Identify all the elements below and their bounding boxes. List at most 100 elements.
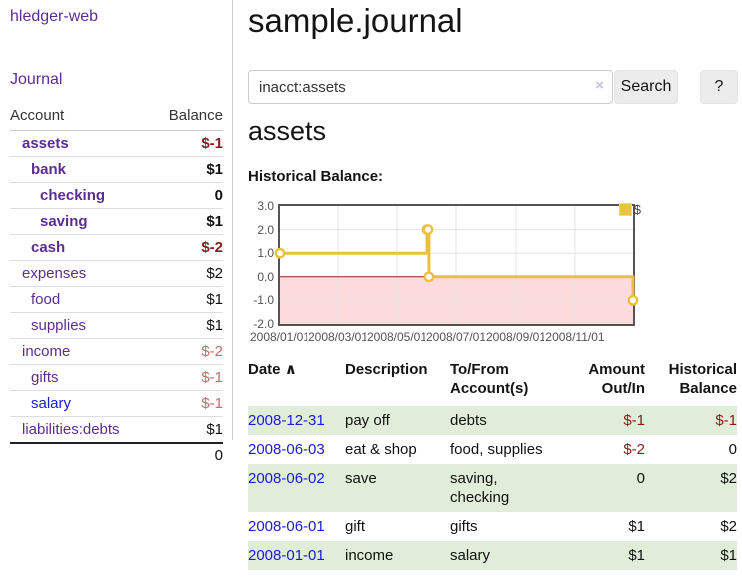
chart-title: Historical Balance: — [248, 168, 384, 185]
account-link-food[interactable]: food — [31, 291, 61, 308]
x-axis-tick: 2008/03/01 — [307, 330, 369, 345]
search-input[interactable] — [248, 70, 613, 104]
account-link-cash[interactable]: cash — [31, 239, 66, 256]
register-header-accounts: To/From Account(s) — [450, 361, 529, 397]
transaction-date-link[interactable]: 2008-12-31 — [248, 412, 325, 429]
sidebar: hledger-web Journal Account Balance asse… — [0, 0, 233, 468]
account-balance: $1 — [152, 208, 223, 235]
account-link-assets[interactable]: assets — [22, 135, 69, 152]
transaction-description: save — [345, 470, 377, 487]
sort-ascending-icon: ∧ — [284, 361, 297, 378]
page-title: sample.journal — [248, 2, 463, 39]
account-row: expenses $2 — [10, 260, 223, 287]
register-row: 2008-06-02 save saving, checking 0 $2 — [248, 464, 737, 512]
account-link-expenses[interactable]: expenses — [22, 265, 87, 282]
account-heading: assets — [248, 116, 327, 146]
account-row: supplies $1 — [10, 312, 223, 339]
transaction-date-link[interactable]: 2008-01-01 — [248, 547, 325, 564]
y-axis-tick: -2.0 — [253, 317, 274, 331]
account-link-salary[interactable]: salary — [31, 395, 72, 412]
account-balance: $-1 — [152, 390, 223, 417]
account-link-gifts[interactable]: gifts — [31, 369, 59, 386]
x-axis-tick: 2008/11/01 — [544, 330, 606, 345]
account-row: income $-2 — [10, 338, 223, 365]
accounts-header-balance: Balance — [152, 105, 223, 131]
account-row: food $1 — [10, 286, 223, 313]
transaction-description: gift — [345, 518, 366, 535]
account-balance: $1 — [152, 312, 223, 339]
account-row: cash $-2 — [10, 234, 223, 261]
accounts-table: Account Balance assets $-1 bank $1 check… — [10, 105, 223, 468]
transaction-date-link[interactable]: 2008-06-02 — [248, 470, 325, 487]
account-balance: $1 — [152, 156, 223, 183]
account-balance: $2 — [152, 260, 223, 287]
transaction-description: income — [345, 547, 394, 564]
chart-legend: $ — [618, 202, 641, 217]
account-link-checking[interactable]: checking — [40, 187, 106, 204]
clear-search-icon[interactable]: × — [595, 77, 604, 94]
y-axis-tick: -1.0 — [253, 293, 274, 307]
search-button[interactable]: Search — [614, 70, 678, 104]
register-row: 2008-06-03 eat & shop food, supplies $-2… — [248, 435, 737, 464]
main-content: sample.journal × Search ? assets Histori… — [248, 0, 742, 570]
account-link-saving[interactable]: saving — [40, 213, 88, 230]
register-header-balance: Historical Balance — [668, 361, 737, 397]
transaction-accounts: salary — [450, 547, 491, 564]
transaction-amount: 0 — [636, 470, 645, 487]
register-header-date[interactable]: Date ∧ — [248, 361, 297, 378]
transaction-description: pay off — [345, 412, 390, 429]
x-axis-tick: 2008/07/01 — [425, 330, 487, 345]
x-axis-tick: 2008/01/01 — [249, 330, 311, 345]
account-balance: $-2 — [152, 338, 223, 365]
account-balance: $-1 — [152, 364, 223, 391]
account-balance: $-2 — [152, 234, 223, 261]
account-link-bank[interactable]: bank — [31, 161, 67, 178]
transaction-amount: $1 — [628, 547, 645, 564]
account-link-supplies[interactable]: supplies — [31, 317, 87, 334]
account-balance: 0 — [152, 182, 223, 209]
account-balance: $1 — [152, 286, 223, 313]
transaction-accounts: food, supplies — [450, 441, 543, 458]
transaction-balance: $2 — [720, 470, 737, 487]
account-row: checking 0 — [10, 182, 223, 209]
transaction-accounts: saving, checking — [450, 470, 510, 506]
y-axis-tick: 2.0 — [257, 223, 274, 237]
accounts-total-row: 0 — [10, 442, 223, 468]
account-balance: $1 — [152, 416, 223, 444]
register-row: 2008-01-01 income salary $1 $1 — [248, 541, 737, 570]
register-header-description: Description — [345, 361, 428, 378]
transaction-balance: $-1 — [715, 412, 737, 429]
historical-balance-chart: 3.0 2.0 1.0 0.0 -1.0 -2.0 $ 2008/01/01 2… — [248, 198, 648, 350]
transaction-amount: $-1 — [623, 412, 645, 429]
y-axis-tick: 0.0 — [257, 270, 274, 284]
accounts-header-account: Account — [10, 105, 153, 131]
sidebar-item-journal[interactable]: Journal — [10, 71, 63, 88]
register-table: Date ∧ Description To/From Account(s) Am… — [248, 358, 737, 570]
transaction-amount: $-2 — [623, 441, 645, 458]
register-row: 2008-12-31 pay off debts $-1 $-1 — [248, 406, 737, 435]
account-link-liabilities-debts[interactable]: liabilities:debts — [22, 421, 120, 438]
account-link-income[interactable]: income — [22, 343, 71, 360]
transaction-date-link[interactable]: 2008-06-01 — [248, 518, 325, 535]
account-row: salary $-1 — [10, 390, 223, 417]
register-row: 2008-06-01 gift gifts $1 $2 — [248, 512, 737, 541]
legend-swatch — [618, 203, 632, 216]
register-header-amount: Amount Out/In — [588, 361, 645, 397]
account-row: liabilities:debts $1 — [10, 416, 223, 444]
account-row: gifts $-1 — [10, 364, 223, 391]
x-axis-tick: 2008/09/01 — [485, 330, 547, 345]
help-button[interactable]: ? — [700, 70, 738, 104]
account-row: assets $-1 — [10, 130, 223, 157]
transaction-description: eat & shop — [345, 441, 417, 458]
brand-link[interactable]: hledger-web — [10, 8, 99, 25]
y-axis-tick: 1.0 — [257, 246, 274, 260]
transaction-date-link[interactable]: 2008-06-03 — [248, 441, 325, 458]
transaction-accounts: gifts — [450, 518, 478, 535]
chart-plot-svg — [274, 206, 639, 324]
transaction-accounts: debts — [450, 412, 487, 429]
x-axis-tick: 2008/05/01 — [366, 330, 428, 345]
account-row: saving $1 — [10, 208, 223, 235]
y-axis-tick: 3.0 — [257, 199, 274, 213]
accounts-total-balance: 0 — [152, 442, 223, 468]
transaction-balance: $2 — [720, 518, 737, 535]
